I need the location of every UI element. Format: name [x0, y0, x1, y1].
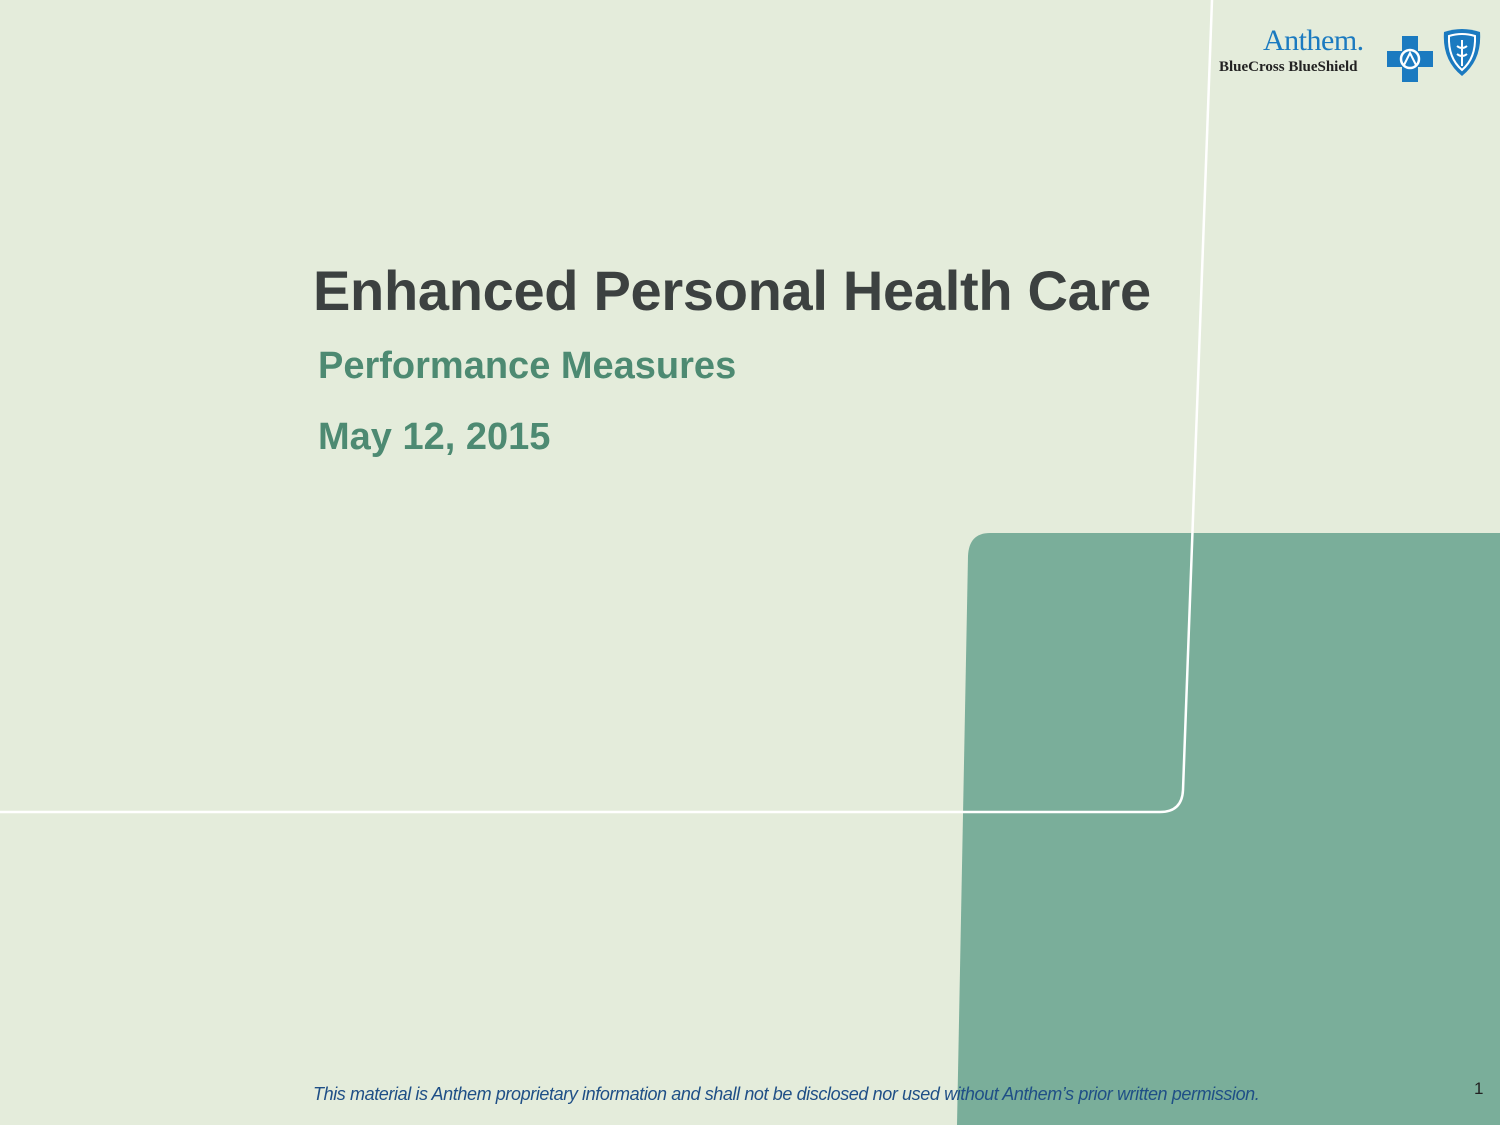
presentation-date: May 12, 2015 [318, 416, 551, 458]
green-panel [957, 533, 1500, 1125]
white-curve-line [0, 0, 1214, 814]
confidentiality-notice: This material is Anthem proprietary info… [313, 1084, 1260, 1104]
page-number: 1 [1474, 1079, 1484, 1098]
anthem-logo: Anthem. BlueCross BlueShield [1215, 24, 1495, 84]
page-title: Enhanced Personal Health Care [313, 259, 1151, 322]
logo-brand: Anthem. [1263, 24, 1364, 57]
blue-cross-icon [1387, 36, 1433, 82]
blue-shield-icon [1443, 29, 1481, 76]
logo-tagline: BlueCross BlueShield [1219, 59, 1358, 75]
page-subtitle: Performance Measures [318, 345, 737, 387]
